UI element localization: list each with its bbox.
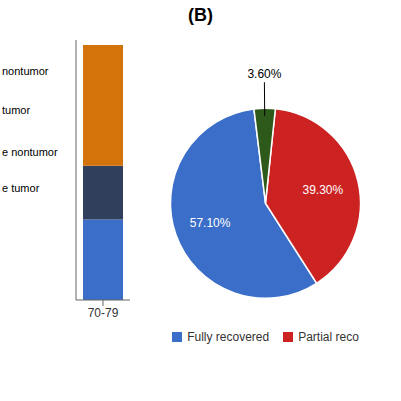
html-text:e tumor: e tumor (2, 182, 40, 195)
svg-text:70-79: 70-79 (88, 306, 119, 320)
svg-text:57.10%: 57.10% (190, 216, 231, 230)
html-text:tumor: tumor (2, 104, 31, 117)
svg-text:39.30%: 39.30% (302, 183, 343, 197)
html-text:nontumor: nontumor (2, 65, 49, 78)
html-text:(B): (B) (188, 5, 213, 25)
svg-text:3.60%: 3.60% (247, 67, 281, 81)
html-text:e nontumor: e nontumor (2, 145, 58, 158)
html-text:Partial reco: Partial reco (298, 330, 359, 344)
html-text:Fully recovered: Fully recovered (187, 330, 270, 344)
